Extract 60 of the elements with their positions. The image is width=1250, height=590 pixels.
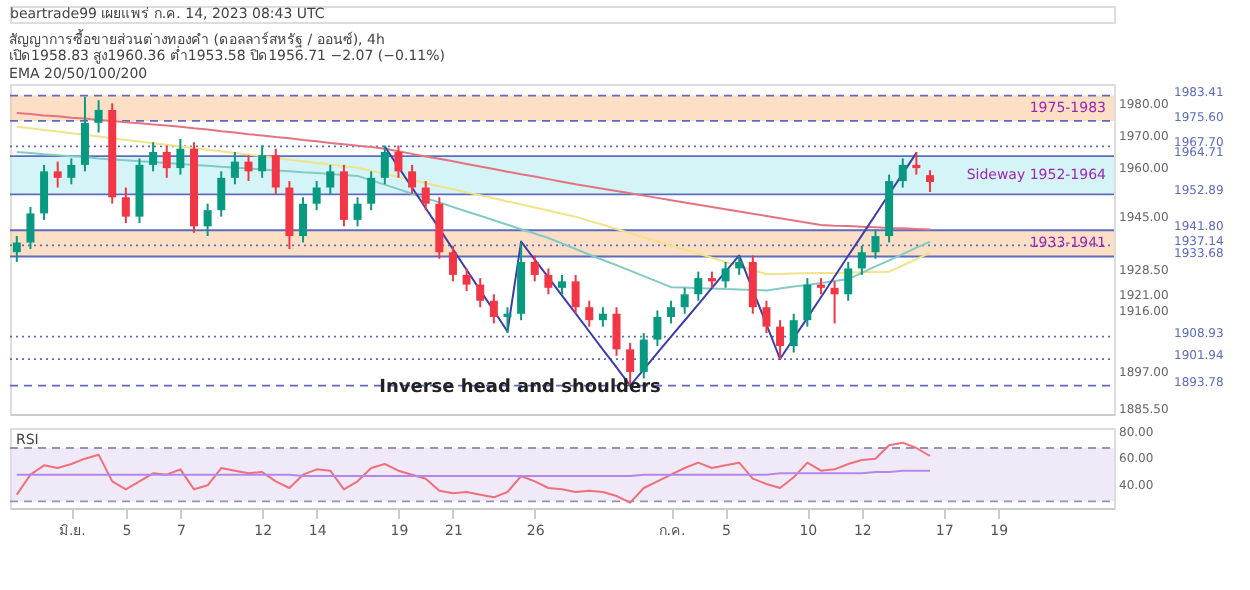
candlestick	[462, 267, 471, 293]
candlestick	[421, 180, 430, 212]
candlestick	[67, 157, 76, 186]
candlestick	[844, 260, 853, 302]
candlestick	[94, 99, 103, 134]
candlestick	[12, 235, 21, 263]
candlestick	[476, 277, 485, 309]
candlestick	[530, 254, 539, 283]
candlestick	[149, 141, 158, 173]
candlestick	[489, 293, 498, 325]
candlestick	[503, 306, 512, 335]
candlestick	[121, 186, 130, 225]
candlestick	[380, 144, 389, 186]
candlestick	[162, 144, 171, 179]
candlestick	[721, 260, 730, 289]
line-series	[15, 441, 931, 504]
candlestick	[353, 196, 362, 228]
candlestick	[830, 280, 839, 325]
candlestick	[544, 267, 553, 296]
candlestick	[926, 169, 934, 194]
candlestick	[803, 277, 812, 328]
candlestick	[598, 306, 607, 328]
candlestick	[639, 332, 648, 380]
candlestick	[26, 205, 35, 250]
candlestick	[789, 312, 798, 354]
candlestick	[244, 154, 253, 183]
candlestick	[40, 163, 49, 221]
candlestick	[176, 138, 185, 176]
candlestick	[326, 163, 335, 195]
candlestick	[258, 144, 267, 179]
candlestick	[735, 254, 744, 276]
annotation: Inverse head and shoulders	[379, 378, 661, 398]
candlestick	[585, 299, 594, 328]
candlestick	[776, 319, 785, 361]
candlestick	[203, 202, 212, 238]
candlestick	[558, 273, 566, 296]
candlestick	[394, 144, 403, 179]
candlestick	[680, 286, 689, 315]
candlestick	[299, 196, 308, 244]
candlestick	[694, 270, 703, 302]
candlestick	[762, 299, 771, 335]
candlestick	[80, 95, 89, 173]
candlestick	[367, 170, 376, 212]
candlestick	[271, 147, 280, 195]
candlestick	[912, 150, 921, 176]
candlestick	[871, 228, 880, 260]
candlestick	[408, 163, 417, 195]
candlestick	[448, 244, 457, 283]
candlestick	[653, 309, 662, 348]
line-series	[15, 112, 931, 231]
candlestick	[612, 306, 621, 357]
candlestick	[898, 157, 907, 189]
candlestick	[312, 180, 321, 212]
candlestick	[53, 160, 62, 189]
candlestick	[857, 244, 866, 276]
candlestick	[217, 170, 226, 218]
candlestick	[748, 254, 757, 315]
candlestick	[667, 299, 676, 325]
candlestick	[230, 150, 239, 186]
candlestick	[571, 273, 580, 315]
